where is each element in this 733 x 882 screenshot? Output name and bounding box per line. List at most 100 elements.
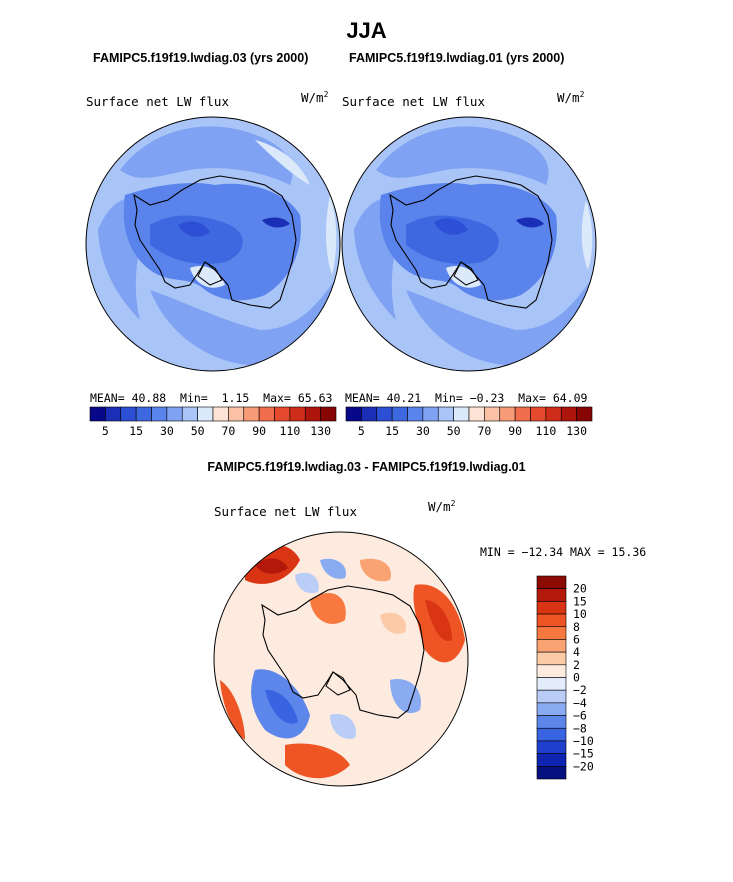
colorbar-swatch (536, 689, 567, 704)
colorbar-swatch (258, 406, 275, 422)
map-diff-coastline (325, 671, 351, 696)
colorbar-tick-label: 5 (102, 424, 109, 438)
colorbar-tick-label: 6 (573, 632, 580, 646)
colorbar-swatch (576, 406, 593, 422)
map-right-border (341, 116, 597, 372)
map-diff-region (295, 572, 319, 594)
colorbar-swatch (391, 406, 408, 422)
map-right-region (581, 200, 593, 270)
colorbar-swatch (536, 664, 567, 678)
colorbar-tick-label: 30 (416, 424, 430, 438)
map-diff (214, 532, 468, 786)
map-left-border (85, 116, 341, 372)
colorbar-left: 5 15 30 50 70 90 110 130 (89, 406, 337, 438)
colorbar-swatch (536, 677, 567, 691)
stats-left: MEAN= 40.88 Min= 1.15 Max= 65.63 (90, 391, 333, 405)
case-title-right: FAMIPC5.f19f19.lwdiag.01 (yrs 2000) (349, 51, 565, 65)
colorbar-tick-label: 110 (279, 424, 300, 438)
map-left-region (150, 215, 243, 265)
colorbar-tick-label: 90 (252, 424, 266, 438)
map-left-coastline (133, 175, 297, 309)
colorbar-tick-label: 50 (191, 424, 205, 438)
colorbar-tick-label: −15 (573, 747, 594, 761)
colorbar-swatch (536, 575, 567, 589)
colorbar-tick-label: 30 (160, 424, 174, 438)
colorbar-tick-label: −2 (573, 683, 587, 697)
colorbar-swatch (181, 406, 198, 422)
map-diff-border (213, 531, 469, 787)
map-right-region (406, 280, 592, 366)
colorbar-tick-label: 130 (310, 424, 331, 438)
colorbar-tick-label: −20 (573, 759, 594, 773)
map-right-region (406, 215, 499, 265)
colorbar-tick-label: −8 (573, 721, 587, 735)
colorbar-tick-label: 4 (573, 645, 580, 659)
map-diff-region (425, 600, 452, 641)
colorbar-swatch (422, 406, 439, 422)
colorbar-swatch (536, 613, 567, 628)
colorbar-swatch (536, 766, 567, 780)
map-right (342, 117, 596, 371)
colorbar-tick-label: 90 (508, 424, 522, 438)
colorbar-tick-label: 15 (573, 594, 587, 608)
colorbar-tick-label: −4 (573, 696, 587, 710)
colorbar-swatch (376, 406, 393, 422)
colorbar-tick-label: 0 (573, 671, 580, 685)
colorbar-swatch (120, 406, 137, 422)
colorbar-swatch (135, 406, 152, 422)
colorbar-swatch (536, 588, 567, 602)
map-left-region (262, 217, 290, 228)
colorbar-tick-label: 15 (129, 424, 143, 438)
colorbar-swatch (197, 406, 214, 422)
field-label-right: Surface net LW flux (342, 94, 485, 109)
colorbar-swatch (545, 406, 562, 422)
colorbar-swatch (453, 406, 470, 422)
colorbar-swatch (536, 727, 567, 742)
map-left-region (120, 126, 293, 185)
colorbar-swatch (89, 406, 106, 422)
colorbar-swatch (304, 406, 321, 422)
colorbar-swatch (484, 406, 501, 422)
colorbar-swatch (320, 406, 337, 422)
colorbar-swatch (536, 753, 567, 767)
colorbar-swatch (560, 406, 577, 422)
colorbar-tick-label: 70 (477, 424, 491, 438)
colorbar-tick-label: 70 (221, 424, 235, 438)
colorbar-swatch (105, 406, 122, 422)
map-diff-region (330, 713, 356, 739)
colorbar-swatch (468, 406, 485, 422)
diff-title: FAMIPC5.f19f19.lwdiag.03 - FAMIPC5.f19f1… (207, 460, 526, 474)
colorbar-swatch (536, 639, 567, 653)
map-left-region (326, 195, 337, 275)
colorbar-swatch (536, 626, 567, 640)
map-diff-region (380, 612, 406, 634)
map-left-region (150, 280, 336, 366)
colorbar-swatch (243, 406, 260, 422)
colorbar-tick-label: 130 (566, 424, 587, 438)
map-left-region (255, 140, 310, 185)
colorbar-tick-label: 5 (358, 424, 365, 438)
map-right-region (516, 217, 544, 228)
colorbar-swatch (536, 702, 567, 716)
stats-right: MEAN= 40.21 Min= −0.23 Max= 64.09 (345, 391, 588, 405)
colorbar-tick-label: 10 (573, 607, 587, 621)
map-diff-region (320, 558, 346, 579)
field-label-diff: Surface net LW flux (214, 504, 357, 519)
units-label-diff: W/m2 (428, 499, 456, 515)
colorbar-swatch (166, 406, 183, 422)
units-label-left: W/m2 (301, 90, 329, 106)
map-diff-region (265, 689, 298, 724)
colorbar-right: 5 15 30 50 70 90 110 130 (345, 406, 593, 438)
map-left-coastline (197, 261, 223, 286)
map-left-region (178, 221, 210, 237)
colorbar-swatch (361, 406, 378, 422)
map-diff-region (285, 743, 350, 779)
colorbar-tick-label: −10 (573, 734, 594, 748)
map-diff-region (390, 679, 421, 714)
colorbar-swatch (345, 406, 362, 422)
colorbar-swatch (151, 406, 168, 422)
map-diff-region (360, 558, 391, 582)
map-right-region (434, 218, 468, 235)
colorbar-swatch (514, 406, 531, 422)
colorbar-swatch (274, 406, 291, 422)
